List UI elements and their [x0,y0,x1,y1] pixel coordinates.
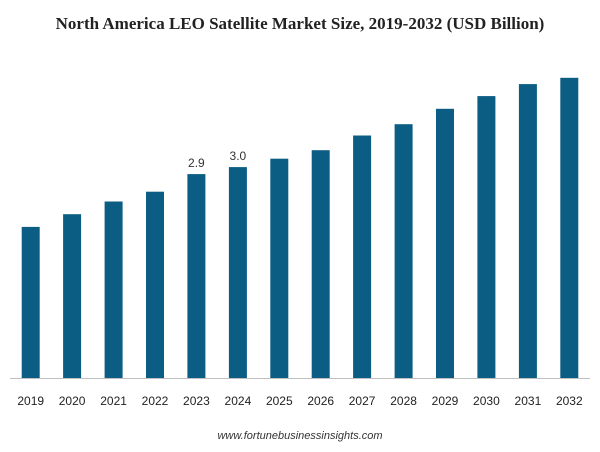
x-tick-label: 2029 [432,394,459,408]
data-label-2024: 3.0 [230,149,247,163]
bar-2025 [270,158,289,378]
x-tick-label: 2024 [225,394,252,408]
bar-2021 [104,201,123,378]
bar-2019 [21,226,40,378]
x-tick-label: 2023 [183,394,210,408]
x-tick-label: 2025 [266,394,293,408]
bar-2022 [146,191,164,378]
chart-title: North America LEO Satellite Market Size,… [55,14,545,33]
x-tick-label: 2019 [17,394,44,408]
bar-2029 [436,108,454,379]
data-label-2023: 2.9 [188,156,205,170]
bar-2032 [560,77,579,379]
bar-2027 [353,135,372,378]
data-labels-group: 2.9 3.0 [188,149,247,170]
x-tick-label: 2020 [59,394,86,408]
x-tick-label: 2028 [390,394,417,408]
bar-2023 [187,174,206,378]
bar-2030 [477,96,496,378]
x-tick-label: 2026 [307,394,334,408]
x-tick-label: 2027 [349,394,376,408]
bar-2026 [311,150,330,378]
x-tick-label: 2032 [556,394,583,408]
bar-2020 [63,214,82,378]
bar-2028 [394,124,413,378]
bars-group [21,77,579,379]
bar-2024 [228,167,247,378]
source-watermark: www.fortunebusinessinsights.com [217,430,383,442]
x-tick-label: 2022 [142,394,169,408]
x-tick-label: 2031 [515,394,542,408]
x-tick-labels-group: 2019 2020 2021 2022 2023 2024 2025 2026 2027 2028… [17,394,583,408]
x-tick-label: 2021 [100,394,127,408]
x-tick-label: 2030 [473,394,500,408]
bar-2031 [518,84,537,378]
